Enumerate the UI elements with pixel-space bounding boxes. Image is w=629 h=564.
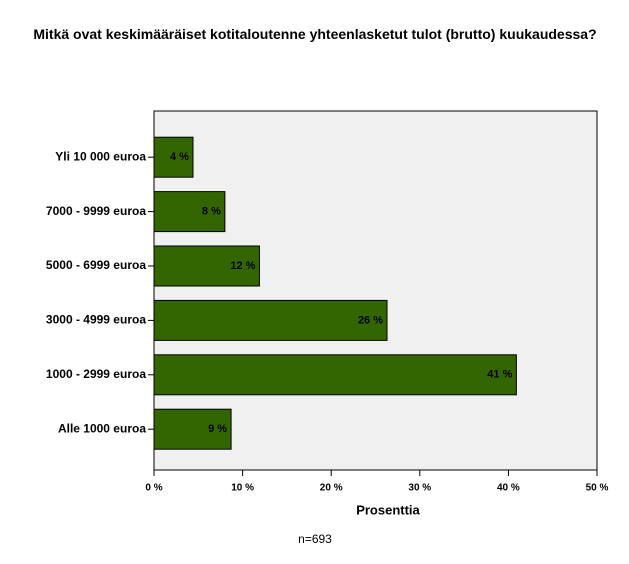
x-tick-label: 10 % <box>231 483 254 494</box>
value-label: 12 % <box>230 260 255 272</box>
value-label: 8 % <box>202 206 221 218</box>
bar <box>153 354 517 396</box>
x-tick-label: 50 % <box>586 483 609 494</box>
x-tick-label: 30 % <box>408 483 431 494</box>
note: n=693 <box>298 532 332 546</box>
bar <box>153 245 260 287</box>
y-tick-label: Yli 10 000 euroa <box>55 149 146 163</box>
value-label: 4 % <box>170 151 189 163</box>
bar <box>153 136 194 178</box>
y-tick-label: 3000 - 4999 euroa <box>46 313 146 327</box>
x-axis-label: Prosenttia <box>356 502 420 517</box>
chart-title: Mitkä ovat keskimääräiset kotitaloutenne… <box>33 26 597 42</box>
bar <box>153 191 226 233</box>
value-label: 9 % <box>208 423 227 435</box>
y-tick-label: 7000 - 9999 euroa <box>46 204 146 218</box>
bar <box>153 408 232 450</box>
bar <box>153 299 388 341</box>
y-tick-label: Alle 1000 euroa <box>58 421 146 435</box>
x-tick-label: 0 % <box>145 483 162 494</box>
value-label: 26 % <box>358 314 383 326</box>
y-tick-label: 5000 - 6999 euroa <box>46 258 146 272</box>
x-tick-label: 20 % <box>320 483 343 494</box>
y-tick-label: 1000 - 2999 euroa <box>46 367 146 381</box>
x-tick-label: 40 % <box>497 483 520 494</box>
value-label: 41 % <box>487 369 512 381</box>
